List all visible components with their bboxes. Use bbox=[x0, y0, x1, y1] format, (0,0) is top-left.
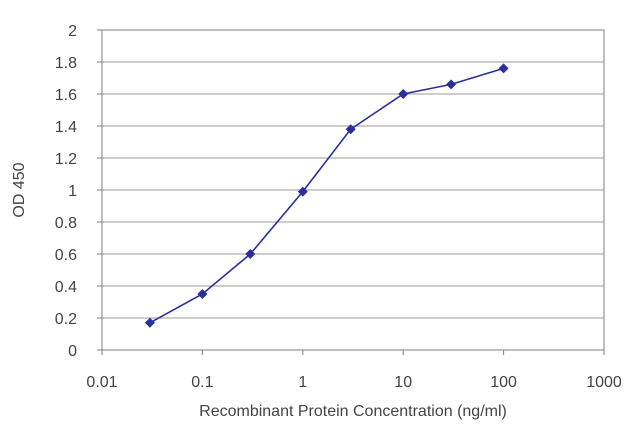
y-tick-label: 0.6 bbox=[55, 247, 77, 264]
series-line bbox=[149, 67, 504, 324]
y-tick-label: 0.4 bbox=[55, 279, 77, 296]
data-point bbox=[446, 79, 457, 90]
data-point bbox=[297, 186, 308, 197]
data-point bbox=[197, 289, 208, 299]
grid-lines bbox=[102, 61, 604, 319]
y-tick-label: 2 bbox=[68, 23, 77, 40]
x-tick-label: 0.1 bbox=[191, 374, 213, 391]
y-tick-label: 1.8 bbox=[55, 55, 77, 72]
data-point bbox=[398, 89, 409, 99]
x-tick-label: 1000 bbox=[586, 374, 622, 391]
x-tick-label: 0.01 bbox=[86, 374, 117, 391]
y-axis-ticks: 0 0.2 0.4 0.6 0.8 1 1.2 1.4 1.6 1.8 2 bbox=[55, 23, 102, 360]
y-axis-title: OD 450 bbox=[11, 162, 28, 217]
x-axis-ticks: 0.01 0.1 1 10 100 1000 bbox=[86, 350, 622, 391]
y-tick-label: 0.2 bbox=[55, 311, 77, 328]
x-axis-title: Recombinant Protein Concentration (ng/ml… bbox=[199, 403, 507, 420]
data-point bbox=[498, 63, 509, 74]
y-tick-label: 0.8 bbox=[55, 215, 77, 232]
x-tick-label: 10 bbox=[394, 374, 412, 391]
x-tick-label: 100 bbox=[490, 374, 517, 391]
y-tick-label: 1.2 bbox=[55, 151, 77, 168]
y-tick-label: 1 bbox=[68, 183, 77, 200]
data-point bbox=[245, 249, 256, 259]
x-tick-label: 1 bbox=[298, 374, 307, 391]
series-layer bbox=[144, 63, 509, 328]
y-tick-label: 1.6 bbox=[55, 87, 77, 104]
y-tick-label: 0 bbox=[68, 343, 77, 360]
data-point bbox=[345, 124, 356, 135]
data-point bbox=[144, 317, 155, 328]
y-tick-label: 1.4 bbox=[55, 119, 77, 136]
